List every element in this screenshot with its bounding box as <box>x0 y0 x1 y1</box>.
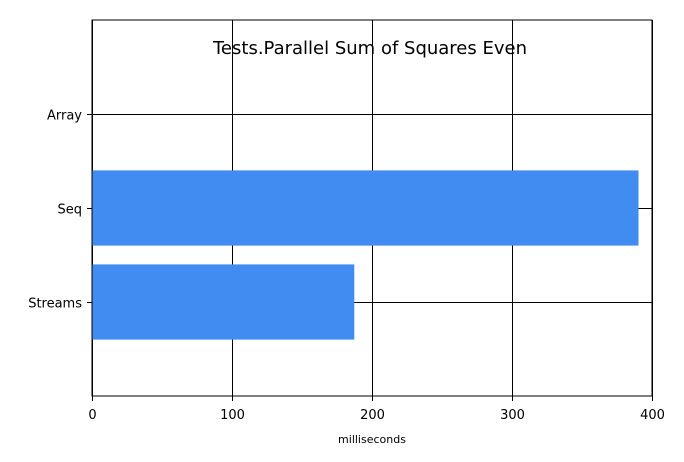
y-tick-label: Seq <box>57 203 82 218</box>
x-axis-label: milliseconds <box>338 433 406 446</box>
x-tick-label: 100 <box>220 408 245 423</box>
y-tick-label: Streams <box>28 297 82 312</box>
bars <box>92 170 639 340</box>
bar-seq <box>92 170 639 246</box>
x-tick-label: 400 <box>640 408 665 423</box>
x-tick-label: 200 <box>360 408 385 423</box>
y-tick-label: Array <box>47 109 82 124</box>
bar-streams <box>92 264 355 340</box>
x-tick-label: 0 <box>88 408 96 423</box>
axes: 0 100 200 300 400 Array Seq Streams <box>28 109 665 424</box>
x-tick-label: 300 <box>500 408 525 423</box>
chart-title: Tests.Parallel Sum of Squares Even <box>212 38 527 59</box>
